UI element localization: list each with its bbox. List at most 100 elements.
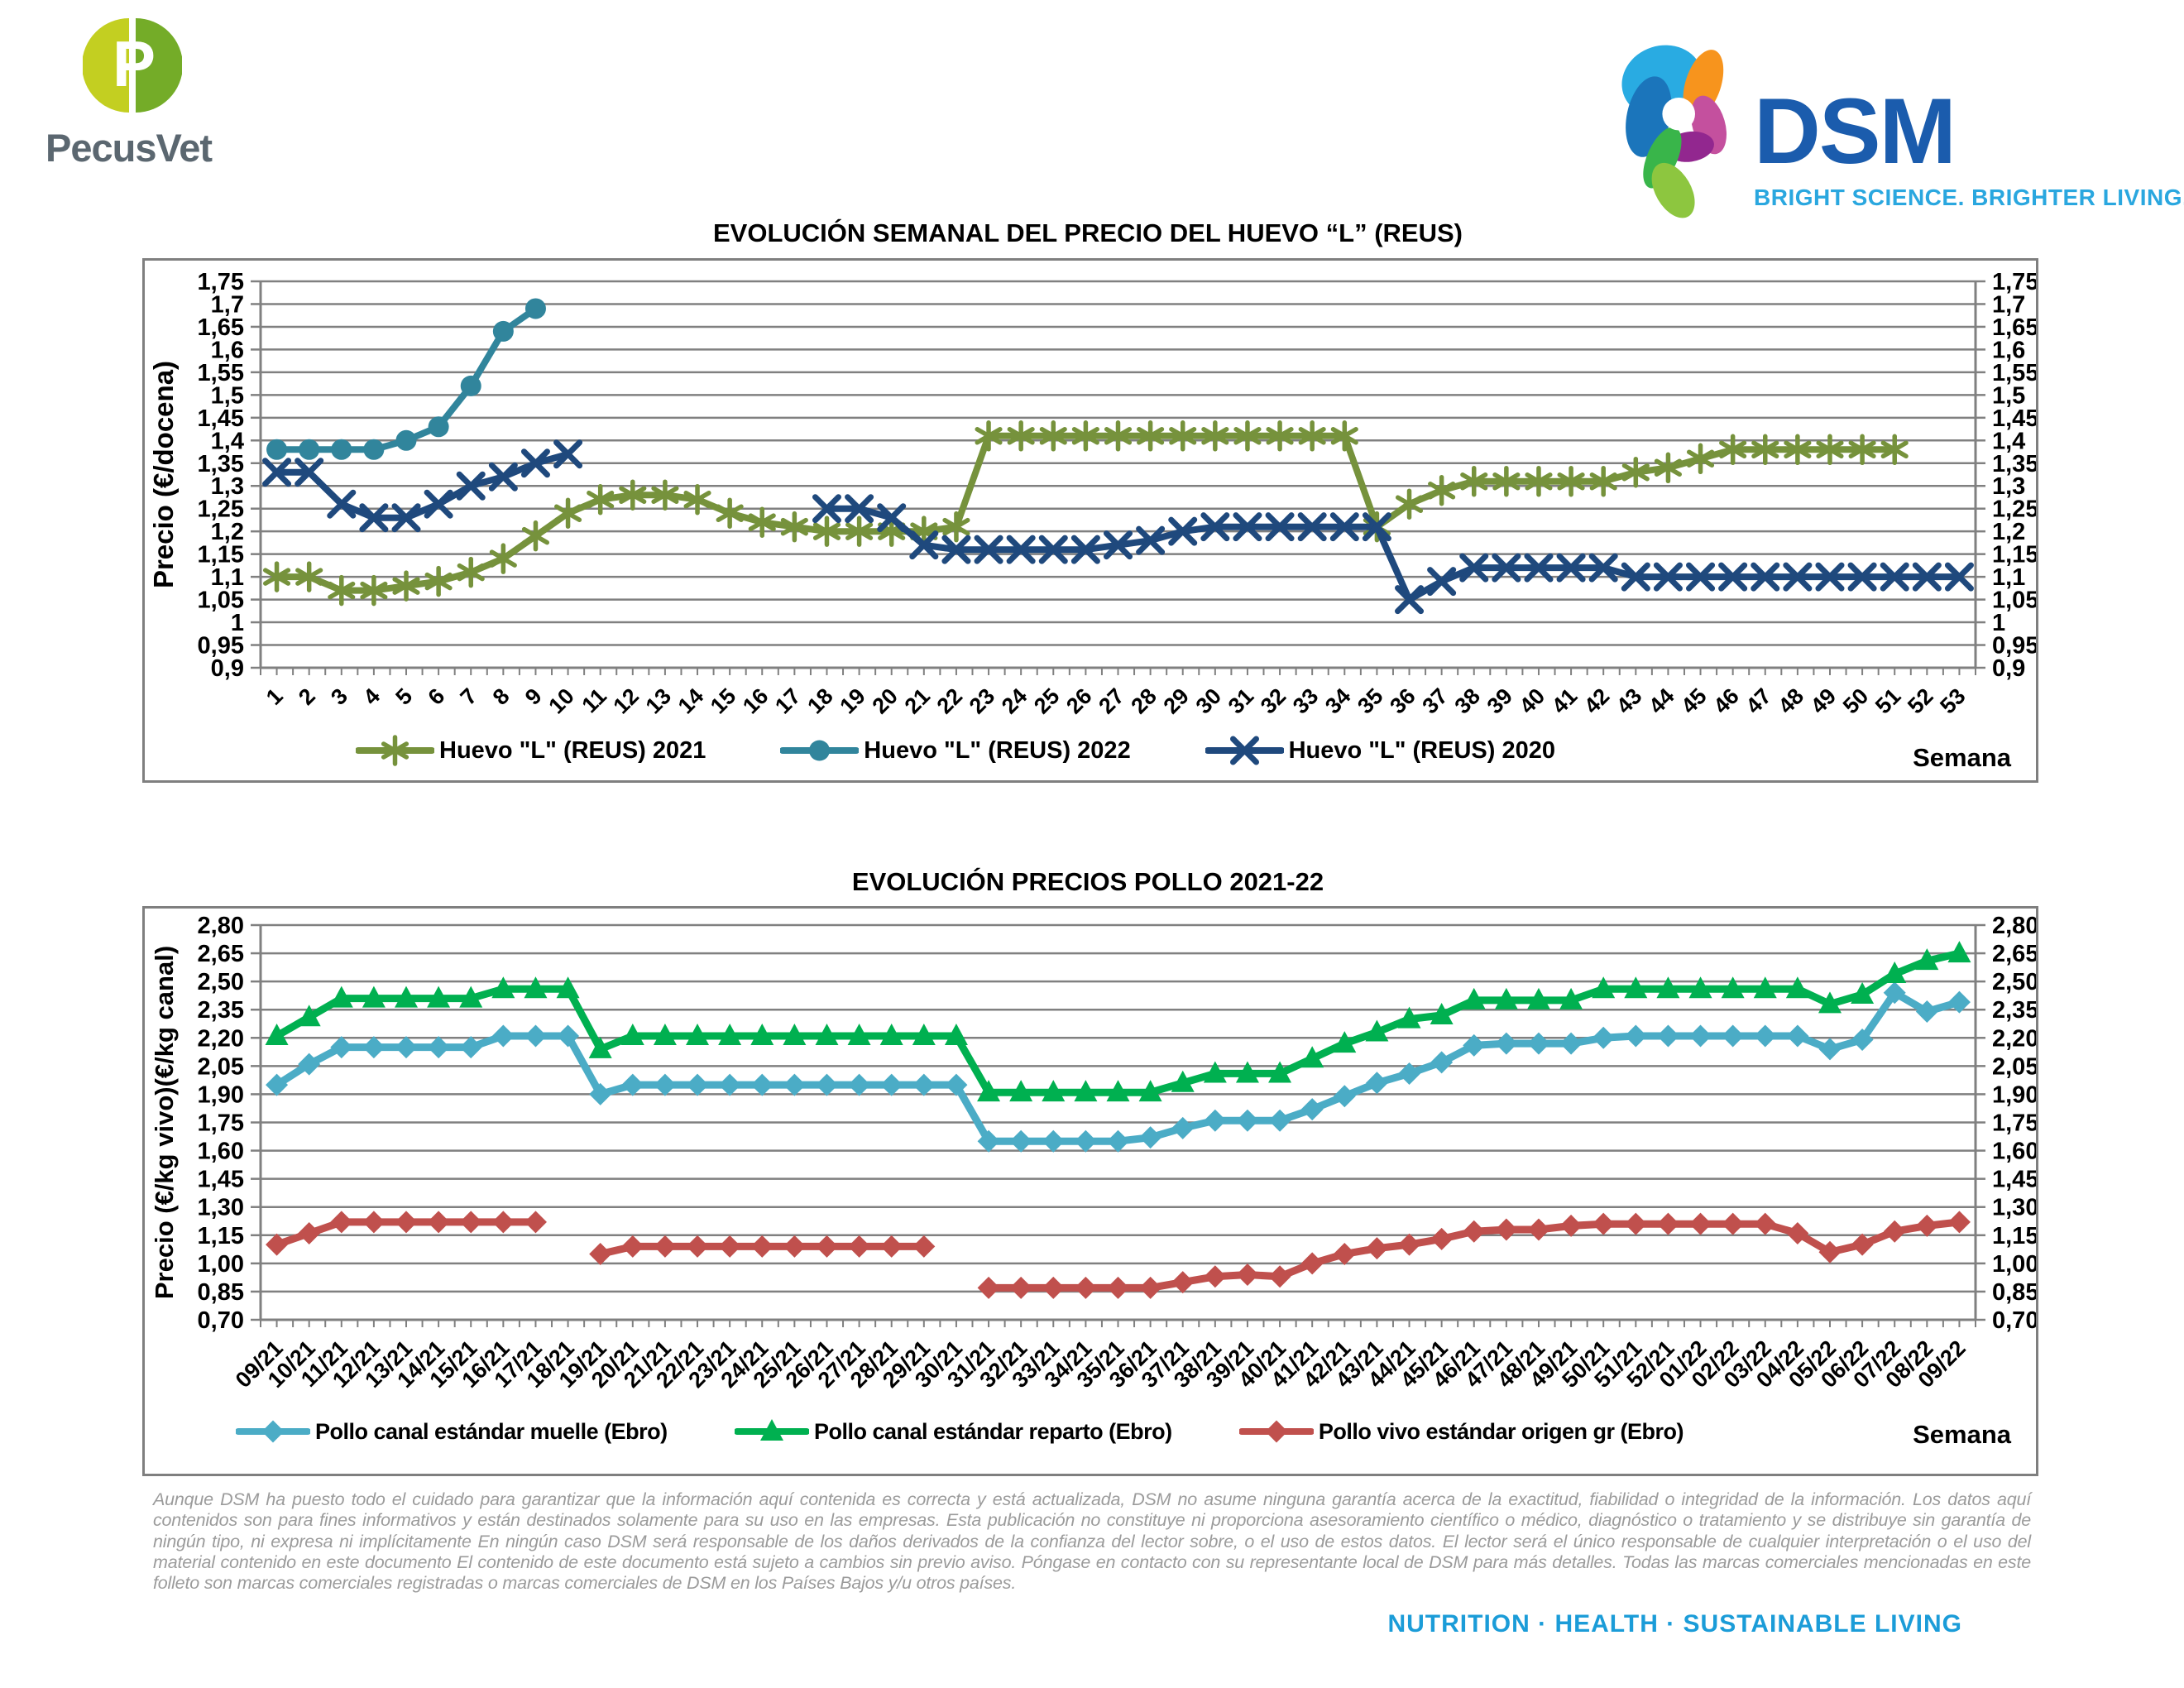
ytick-label-right: 2,50 (1992, 969, 2036, 995)
ytick-label-right: 1 (1992, 610, 2005, 636)
xtick-label: 23 (965, 683, 999, 718)
legend-marker-x-icon (1205, 736, 1284, 765)
disclaimer-text: Aunque DSM ha puesto todo el cuidado par… (153, 1489, 2031, 1594)
ytick-label-left: 1,4 (211, 428, 244, 454)
ytick-label-right: 1,00 (1992, 1251, 2036, 1278)
series-line (273, 949, 1963, 1096)
ytick-label-left: 2,50 (198, 969, 244, 995)
ytick-label-right: 2,35 (1992, 997, 2036, 1024)
xtick-label: 52 (1903, 683, 1937, 718)
pecusvet-circle-left (82, 18, 129, 113)
series-line (273, 432, 1899, 594)
ytick-label-left: 0,70 (198, 1307, 244, 1334)
chart1-legend: Huevo "L" (REUS) 2021 Huevo "L" (REUS) 2… (356, 734, 1555, 767)
xtick-label: 31 (1224, 683, 1258, 718)
ytick-label-right: 1,6 (1992, 337, 2025, 363)
ytick-label-right: 1,3 (1992, 473, 2025, 500)
ytick-label-left: 1,5 (211, 382, 244, 409)
series-markers (266, 981, 1971, 1153)
ytick-label-left: 0,9 (211, 655, 244, 682)
ytick-label-right: 0,70 (1992, 1307, 2036, 1334)
chart1: 1,75 1,75 1,7 1,7 1,65 1,65 1,6 1,6 1,55 1,55 1,5 1… (142, 258, 2038, 783)
footer-tagline: NUTRITION · HEALTH · SUSTAINABLE LIVING (1387, 1610, 1962, 1638)
xtick-label: 8 (488, 683, 515, 710)
dsm-logo-icon (1621, 45, 1727, 218)
ytick-label-right: 0,85 (1992, 1279, 2036, 1306)
ytick-label-left: 2,35 (198, 997, 244, 1024)
xtick-label: 2 (294, 683, 320, 710)
xtick-label: 20 (867, 683, 902, 718)
chart1-xaxis-title: Semana (1913, 743, 2011, 772)
xtick-label: 47 (1741, 683, 1776, 718)
ytick-label-right: 1,45 (1992, 1167, 2036, 1193)
xtick-label: 21 (900, 683, 935, 718)
xtick-label: 42 (1579, 683, 1614, 718)
xtick-label: 35 (1353, 683, 1387, 718)
ytick-label-right: 1,4 (1992, 428, 2025, 454)
xtick-label: 11 (577, 683, 611, 717)
xtick-label: 29 (1159, 683, 1194, 718)
chart2-plot: 2,80 2,802,65 2,652,50 2,502,35 2,352,20 2,20… (150, 913, 2036, 1393)
ytick-label-right: 1,15 (1992, 1223, 2036, 1249)
xtick-label: 26 (1061, 683, 1096, 718)
pecusvet-logo: P PecusVet (46, 15, 213, 170)
dsm-wordmark: DSM (1754, 79, 1956, 183)
ytick-label-left: 1,75 (198, 1110, 244, 1137)
ytick-label-right: 2,65 (1992, 941, 2036, 967)
ytick-label-right: 1,2 (1992, 519, 2025, 545)
legend-label: Pollo vivo estándar origen gr (Ebro) (1318, 1418, 1684, 1444)
xtick-label: 45 (1676, 683, 1711, 718)
legend-marker-diamond-red-icon (1238, 1420, 1314, 1443)
ytick-label-left: 1,35 (198, 451, 244, 477)
ytick-label-right: 0,9 (1992, 655, 2025, 682)
chart2: 2,80 2,80 2,65 2,65 2,50 2,50 2,35 2,35 2,20 2,20… (142, 906, 2038, 1476)
legend-marker-diamond-icon (236, 1420, 310, 1443)
xtick-label: 14 (673, 683, 708, 718)
xtick-label: 18 (802, 683, 837, 718)
dsm-text-block: DSM BRIGHT SCIENCE. BRIGHTER LIVING. (1754, 85, 2184, 211)
xtick-label: 43 (1612, 683, 1646, 718)
xtick-label: 12 (609, 683, 644, 718)
ytick-label-right: 1,55 (1992, 360, 2036, 386)
legend-marker-circle-icon (780, 740, 860, 761)
xtick-label: 6 (424, 683, 450, 710)
legend-item-pollo-muelle: Pollo canal estándar muelle (Ebro) (236, 1415, 668, 1448)
pecusvet-monogram: P (113, 27, 156, 100)
ytick-label-left: 2,20 (198, 1025, 244, 1052)
xtick-label: 53 (1935, 683, 1970, 718)
ytick-label-left: 1,45 (198, 405, 244, 432)
ytick-label-right: 1,7 (1992, 291, 2025, 318)
ytick-label-left: 1,75 (198, 269, 244, 295)
ytick-label-right: 1,30 (1992, 1195, 2036, 1221)
ytick-label-left: 2,05 (198, 1053, 244, 1080)
ytick-label-left: 2,65 (198, 941, 244, 967)
xtick-label: 10 (544, 683, 578, 718)
ytick-label-left: 1,25 (198, 496, 244, 523)
chart1-plot: 1,75 1,751,7 1,71,65 1,651,6 1,61,55 1,551,5 1… (148, 269, 2036, 718)
ytick-label-left: 1 (231, 610, 244, 636)
xtick-label: 36 (1385, 683, 1420, 718)
xtick-label: 16 (738, 683, 773, 718)
y-axis-title: Precio (€/docena) (148, 361, 179, 588)
pecusvet-logo-icon: P (82, 18, 183, 113)
ytick-label-left: 1,60 (198, 1139, 244, 1165)
xtick-label: 30 (1191, 683, 1226, 718)
xtick-label: 51 (1870, 683, 1905, 718)
xtick-label: 7 (456, 683, 482, 710)
xtick-label: 13 (641, 683, 676, 718)
ytick-label-left: 1,00 (198, 1251, 244, 1278)
ytick-label-right: 1,1 (1992, 564, 2025, 591)
legend-item-pollo-vivo: Pollo vivo estándar origen gr (Ebro) (1238, 1415, 1684, 1448)
ytick-label-left: 0,95 (198, 633, 244, 659)
xtick-label: 32 (1256, 683, 1291, 718)
legend-marker-triangle-icon (734, 1419, 809, 1441)
xtick-label: 3 (326, 683, 352, 710)
ytick-label-left: 1,3 (211, 473, 244, 500)
ytick-label-left: 1,45 (198, 1167, 244, 1193)
xtick-label: 38 (1450, 683, 1485, 718)
legend-label: Huevo "L" (REUS) 2020 (1288, 736, 1555, 764)
ytick-label-right: 1,15 (1992, 542, 2036, 568)
ytick-label-right: 1,65 (1992, 314, 2036, 341)
ytick-label-left: 1,1 (211, 564, 244, 591)
pecusvet-wordmark: PecusVet (46, 126, 213, 170)
